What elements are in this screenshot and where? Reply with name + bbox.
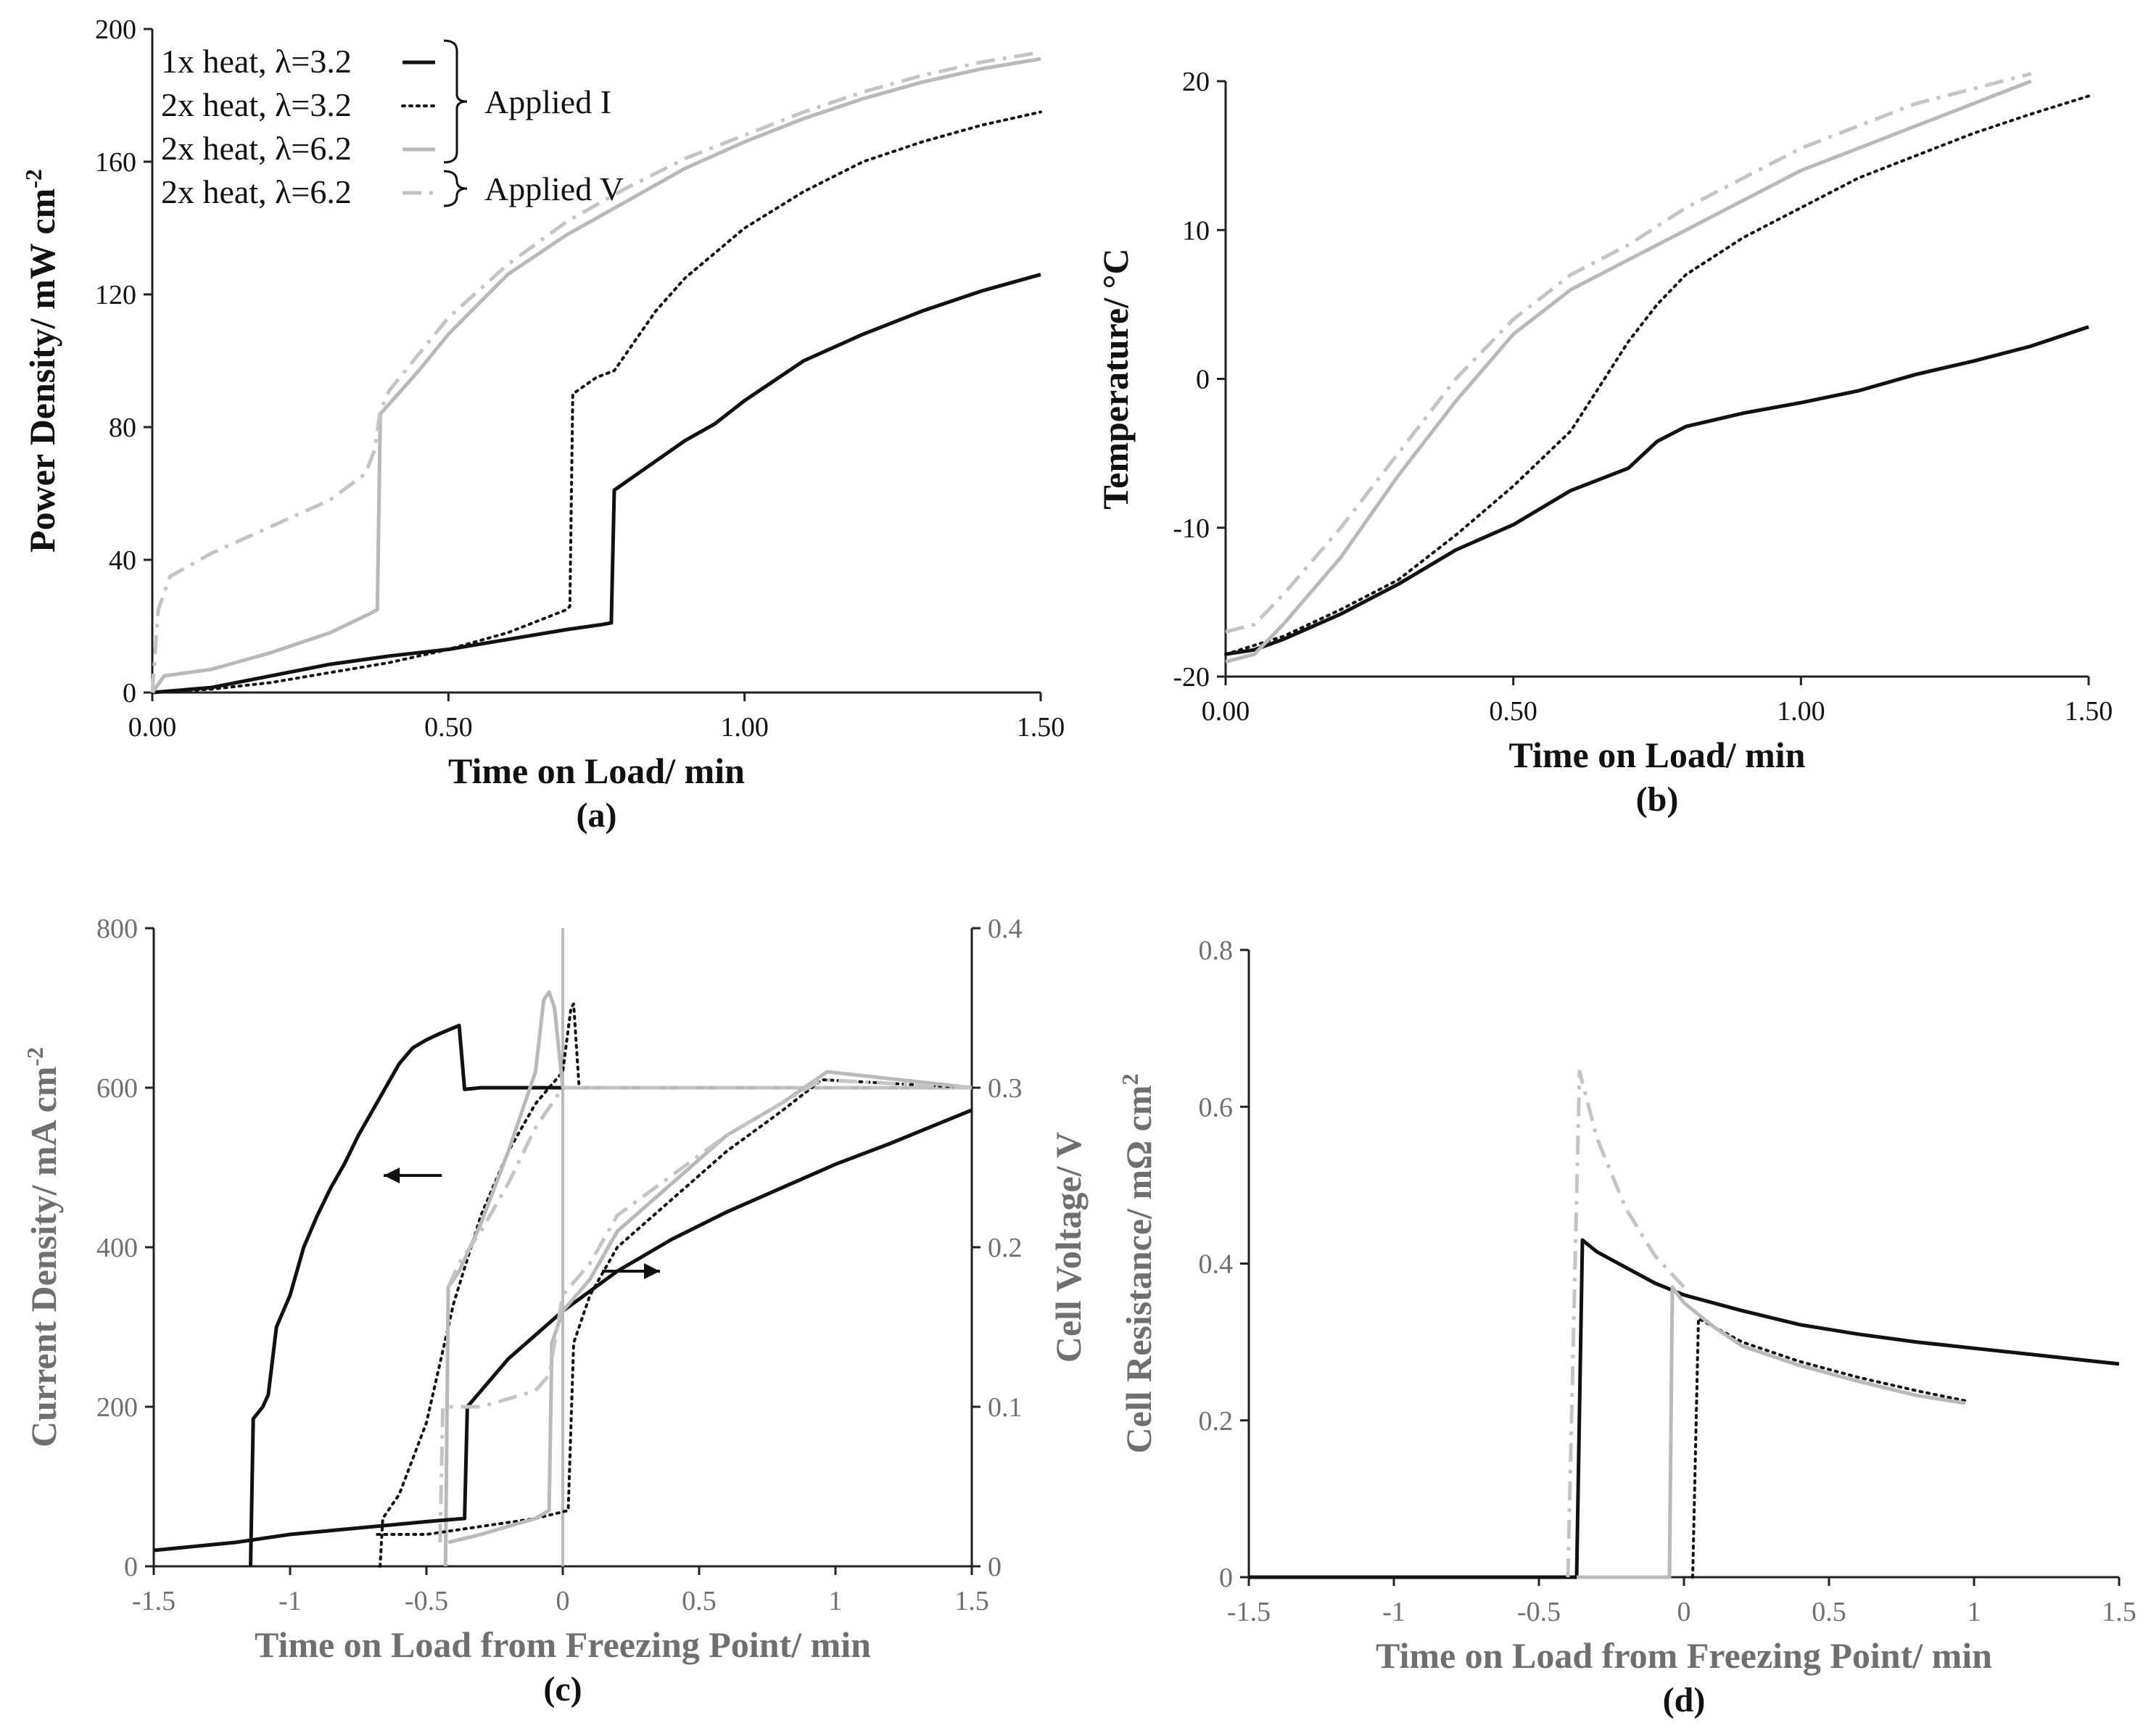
series-line-black-dotted-y2 xyxy=(376,1078,973,1536)
series-line-black-dotted xyxy=(1224,94,2090,656)
y-tick-label: 800 xyxy=(96,914,138,944)
panel-label: (d) xyxy=(1663,1681,1706,1719)
y2-tick-label: 0.1 xyxy=(988,1392,1023,1423)
y-tick-label: 80 xyxy=(109,413,136,443)
y-tick-label: 0 xyxy=(123,678,136,708)
y-tick-label: 40 xyxy=(109,545,136,576)
panel-label: (c) xyxy=(543,1670,582,1708)
x-tick-label: 1.5 xyxy=(954,1586,989,1616)
y2-tick-label: 0.4 xyxy=(988,914,1023,944)
x-tick-label: -0.5 xyxy=(405,1586,448,1616)
series-line-gray-solid xyxy=(1225,79,2032,664)
series-line-gray-solid-y xyxy=(443,990,972,1567)
x-tick-label: 0 xyxy=(1677,1597,1691,1627)
series-line-black-solid-y xyxy=(249,1023,972,1567)
series-line-black-solid-y2 xyxy=(153,1108,973,1553)
panel-d: -1.5 -1 -0.5 0 0.5 1 1.5 0 0.2 0.4 0.6 0.8 Time on L… xyxy=(1117,935,2136,1719)
x-axis-label: Time on Load/ min xyxy=(1509,735,1806,775)
arrow-left-icon xyxy=(384,1167,400,1183)
series-line-black-solid xyxy=(1225,325,2089,656)
series-line-gray-dashdot xyxy=(150,50,1041,693)
y-tick-label: -10 xyxy=(1173,513,1210,544)
x-axis-label: Time on Load from Freezing Point/ min xyxy=(255,1624,871,1665)
y-tick-label: -20 xyxy=(1173,662,1210,693)
y-tick-label: 200 xyxy=(96,1392,138,1423)
series-line-gray-dashdot-y2 xyxy=(438,1078,973,1543)
y-tick-label: 0.4 xyxy=(1199,1249,1234,1280)
y-tick-label: 400 xyxy=(96,1233,138,1263)
x-tick-label: 1.00 xyxy=(720,712,769,743)
y-tick-label: 160 xyxy=(95,147,136,178)
x-tick-label: 1.50 xyxy=(1017,712,1065,743)
y-tick-label: 600 xyxy=(96,1073,138,1104)
y-tick-label: 0.6 xyxy=(1199,1092,1234,1123)
y-axis-label-superscript: 2 xyxy=(1117,1074,1143,1086)
y-tick-label: 200 xyxy=(95,15,136,45)
panel-b: 0.00 0.50 1.00 1.50 -20 -10 0 10 20 Time on Load/… xyxy=(1095,67,2113,819)
legend-entry-label: 2x heat, λ=3.2 xyxy=(161,86,352,123)
legend-group-label: Applied I xyxy=(484,83,611,120)
y-axis-label: Cell Resistance/ mΩ cm2 xyxy=(1117,1074,1159,1454)
y-tick-label: 0.2 xyxy=(1199,1406,1234,1437)
arrow-right-icon xyxy=(644,1263,660,1279)
x-tick-label: 1 xyxy=(829,1586,843,1616)
series-line-black-dotted xyxy=(1691,1317,1967,1579)
y2-tick-label: 0.2 xyxy=(988,1233,1023,1263)
y-tick-label: 0 xyxy=(1196,365,1210,395)
panel-c: -1.5 -1 -0.5 0 0.5 1 1.5 0 200 400 600 800 0 0.1 0.2 0.… xyxy=(22,914,1089,1708)
x-tick-label: 0.00 xyxy=(1202,696,1250,727)
series-line-gray-dashdot-y xyxy=(446,1086,972,1289)
x-tick-label: 0.50 xyxy=(424,712,473,743)
panel-label: (a) xyxy=(577,796,617,835)
y-axis-label: Power Density/ mW cm-2 xyxy=(20,169,62,553)
y2-tick-label: 0.3 xyxy=(988,1073,1023,1104)
x-tick-label: 1.00 xyxy=(1777,696,1825,727)
series-line-gray-dashdot xyxy=(1566,1070,1685,1578)
x-tick-label: -1 xyxy=(1382,1597,1405,1627)
x-tick-label: 1.5 xyxy=(2102,1597,2136,1627)
x-tick-label: -0.5 xyxy=(1517,1597,1561,1627)
y-axis-label-superscript: -2 xyxy=(20,169,46,189)
y-tick-label: 0.8 xyxy=(1199,935,1234,966)
x-tick-label: -1.5 xyxy=(132,1586,176,1616)
x-tick-label: -1 xyxy=(278,1586,302,1616)
x-tick-label: -1.5 xyxy=(1227,1597,1271,1627)
series-line-black-solid xyxy=(152,273,1041,695)
x-axis-label: Time on Load/ min xyxy=(448,751,745,791)
series-line-black-dotted xyxy=(151,110,1042,694)
x-tick-label: 0.00 xyxy=(128,712,177,743)
panel-label: (b) xyxy=(1636,780,1679,819)
series-line-gray-solid xyxy=(1577,1285,1966,1579)
y-tick-label: 120 xyxy=(95,280,136,310)
y-tick-label: 20 xyxy=(1182,67,1210,97)
x-tick-label: 0.50 xyxy=(1489,696,1537,727)
legend-entry-label: 2x heat, λ=6.2 xyxy=(161,130,352,167)
x-tick-label: 1 xyxy=(1968,1597,1981,1627)
legend-group-label: Applied V xyxy=(484,170,624,207)
y-axis-label: Temperature/ °C xyxy=(1095,248,1136,509)
legend-brace xyxy=(443,39,468,164)
x-axis-label: Time on Load from Freezing Point/ min xyxy=(1376,1635,1992,1676)
legend-entry-label: 2x heat, λ=6.2 xyxy=(161,173,352,210)
series-line-gray-solid xyxy=(150,57,1041,694)
x-tick-label: 1.50 xyxy=(2065,696,2113,727)
y-axis-label: Current Density/ mA cm-2 xyxy=(22,1047,64,1447)
legend-brace xyxy=(443,170,468,207)
y-tick-label: 10 xyxy=(1182,215,1210,246)
legend-entry-label: 1x heat, λ=3.2 xyxy=(161,43,352,80)
panel-a: 0.00 0.50 1.00 1.50 0 40 80 120 160 200 Time on Lo… xyxy=(20,15,1065,835)
series-line-black-solid xyxy=(1249,1238,2120,1579)
y2-tick-label: 0 xyxy=(988,1552,1002,1582)
y-tick-label: 0 xyxy=(1219,1563,1233,1593)
x-tick-label: 0.5 xyxy=(1812,1597,1846,1627)
series-line-gray-dashdot xyxy=(1225,72,2032,634)
y-axis-label-superscript: -2 xyxy=(22,1047,48,1067)
x-tick-label: 0 xyxy=(556,1586,570,1616)
y-tick-label: 0 xyxy=(124,1552,138,1582)
y2-axis-label: Cell Voltage/ V xyxy=(1048,1132,1089,1363)
x-tick-label: 0.5 xyxy=(682,1586,717,1616)
legend: 1x heat, λ=3.2 2x heat, λ=3.2 2x heat, λ=6… xyxy=(161,39,624,210)
